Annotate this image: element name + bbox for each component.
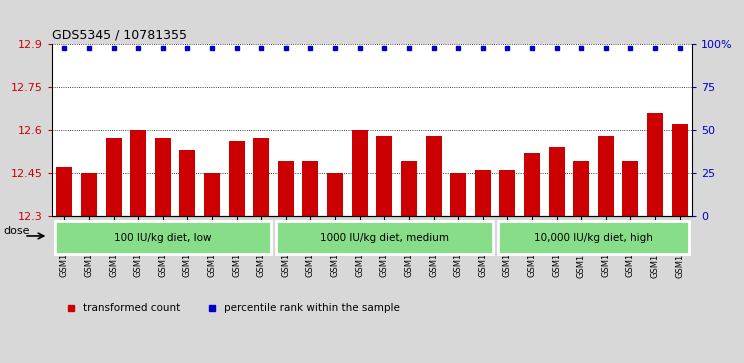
- Bar: [228, 141, 245, 216]
- Bar: [573, 162, 589, 216]
- Bar: [179, 150, 196, 216]
- Bar: [57, 167, 72, 216]
- Bar: [376, 135, 392, 216]
- Bar: [204, 173, 220, 216]
- Text: 100 IU/kg diet, low: 100 IU/kg diet, low: [114, 233, 211, 243]
- Bar: [130, 130, 147, 216]
- Bar: [475, 170, 491, 216]
- Text: transformed count: transformed count: [83, 303, 180, 313]
- Bar: [276, 221, 493, 254]
- Bar: [106, 138, 121, 216]
- Bar: [672, 124, 687, 216]
- Text: 1000 IU/kg diet, medium: 1000 IU/kg diet, medium: [320, 233, 449, 243]
- Bar: [253, 138, 269, 216]
- Text: GDS5345 / 10781355: GDS5345 / 10781355: [52, 28, 187, 41]
- Bar: [155, 138, 171, 216]
- Bar: [623, 162, 638, 216]
- Bar: [303, 162, 318, 216]
- Bar: [498, 221, 690, 254]
- Text: percentile rank within the sample: percentile rank within the sample: [223, 303, 400, 313]
- Bar: [597, 135, 614, 216]
- Bar: [278, 162, 294, 216]
- Bar: [499, 170, 516, 216]
- Bar: [81, 173, 97, 216]
- Bar: [548, 147, 565, 216]
- Bar: [426, 135, 441, 216]
- Bar: [401, 162, 417, 216]
- Text: 10,000 IU/kg diet, high: 10,000 IU/kg diet, high: [534, 233, 653, 243]
- Bar: [327, 173, 343, 216]
- Text: dose: dose: [4, 225, 31, 236]
- Bar: [524, 153, 540, 216]
- Bar: [647, 113, 663, 216]
- Bar: [450, 173, 466, 216]
- Bar: [54, 221, 271, 254]
- Bar: [352, 130, 368, 216]
